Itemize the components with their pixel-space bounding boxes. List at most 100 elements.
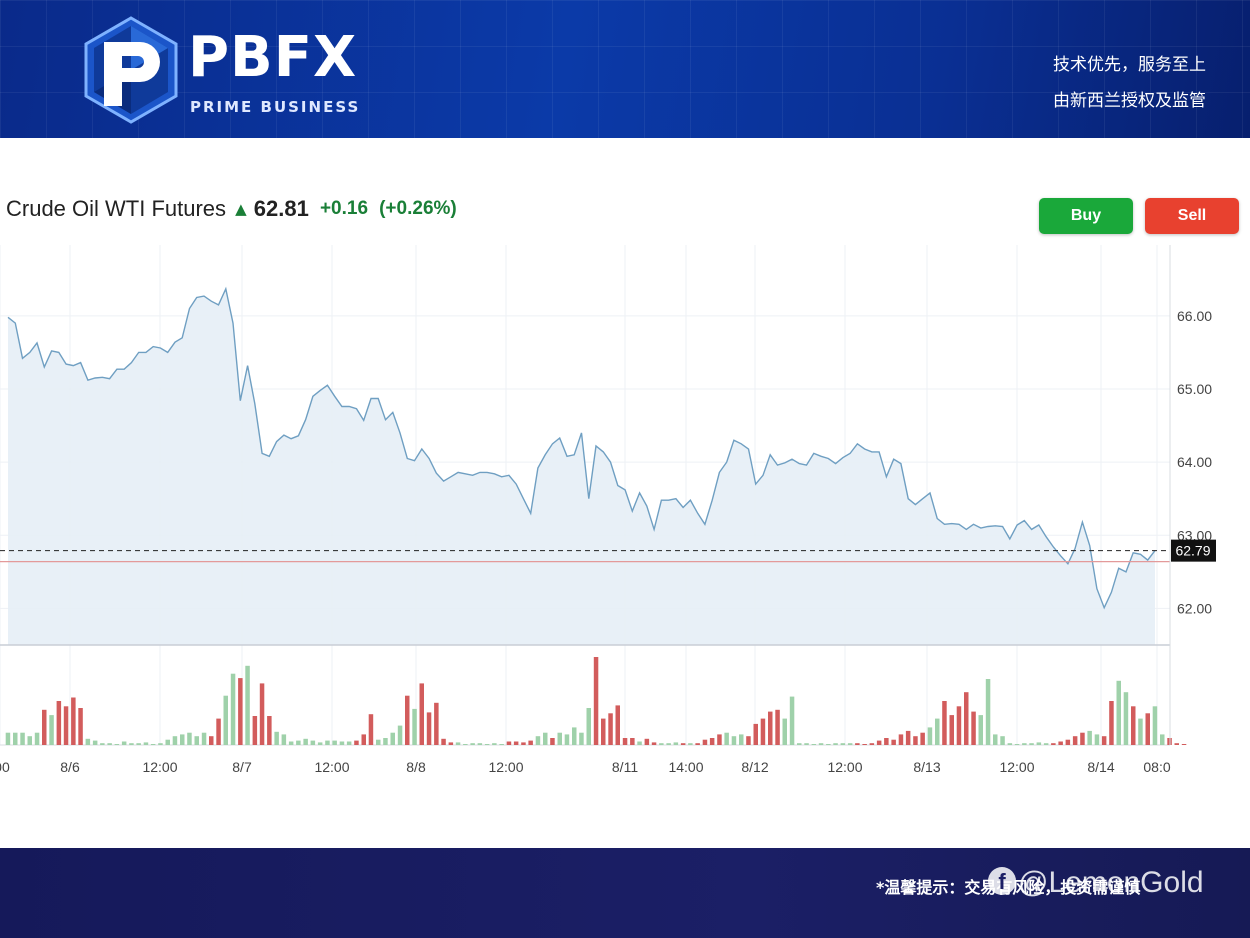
x-tick-label: 12:00	[314, 759, 349, 775]
volume-bar	[913, 736, 918, 745]
volume-bar	[1094, 734, 1100, 745]
volume-bar	[230, 673, 236, 745]
watermark: f @LemonGold	[988, 866, 1204, 900]
volume-bar	[397, 725, 403, 745]
volume-bar	[383, 738, 388, 745]
volume-bar	[209, 736, 214, 745]
x-tick-label: 14:00	[668, 759, 703, 775]
pbfx-logo-icon	[84, 16, 178, 124]
volume-bar	[949, 715, 954, 745]
volume-bar	[288, 741, 294, 745]
volume-bar	[702, 739, 708, 745]
current-price-tag-label: 62.79	[1175, 543, 1210, 559]
volume-bar	[42, 709, 47, 745]
volume-bar	[165, 739, 170, 745]
volume-bar	[789, 696, 795, 745]
x-tick-label: 8/12	[741, 759, 768, 775]
volume-bar	[1007, 743, 1013, 745]
volume-bar	[1123, 692, 1129, 745]
volume-bar	[615, 705, 620, 745]
volume-bar	[557, 732, 562, 745]
volume-bar	[361, 734, 366, 745]
slogan-line-2: 由新西兰授权及监管	[1053, 91, 1206, 111]
price-chart[interactable]: 62.00 63.00 64.00 65.00 66.00 :00 8/6 12:00 8/7…	[0, 245, 1250, 785]
y-tick-label: 64.00	[1177, 454, 1212, 470]
volume-bar	[513, 741, 519, 745]
volume-bar	[339, 741, 345, 745]
volume-bar	[238, 678, 243, 745]
volume-bar	[862, 744, 867, 745]
volume-bar	[187, 732, 192, 745]
volume-bar	[223, 695, 228, 745]
volume-bar	[1174, 743, 1179, 745]
volume-bar	[390, 732, 395, 745]
volume-bar	[346, 741, 352, 745]
volume-bar	[935, 718, 940, 745]
current-price-tag: 62.79	[1171, 539, 1216, 562]
buy-button[interactable]: Buy	[1039, 198, 1133, 234]
volume-bar	[1051, 743, 1056, 745]
volume-bar	[354, 740, 359, 745]
volume-bar	[637, 741, 642, 745]
volume-bar	[847, 743, 853, 745]
volume-bar	[49, 715, 54, 745]
volume-bar	[985, 679, 991, 745]
x-tick-label: 12:00	[488, 759, 523, 775]
volume-bar	[78, 708, 83, 745]
volume-bar	[644, 738, 650, 745]
volume-bar	[797, 743, 802, 745]
volume-bars	[5, 657, 1187, 745]
volume-bar	[659, 743, 664, 745]
volume-bar	[601, 718, 606, 745]
volume-bar	[1181, 744, 1187, 745]
volume-bar	[695, 743, 700, 745]
volume-bar	[942, 701, 947, 745]
volume-bar	[92, 740, 98, 745]
volume-bar	[876, 740, 882, 745]
x-tick-label: 8/8	[406, 759, 426, 775]
volume-bar	[172, 736, 178, 745]
volume-bar	[259, 683, 265, 745]
volume-bar	[34, 732, 40, 745]
volume-bar	[731, 736, 737, 745]
quote-bar: Crude Oil WTI Futures ▲ 62.81 +0.16 (+0.…	[6, 196, 457, 226]
time-axis: :00 8/6 12:00 8/7 12:00 8/8 12:00 8/11 14:00 8/12…	[0, 759, 1171, 775]
volume-bar	[1022, 743, 1027, 745]
volume-bar	[1116, 680, 1121, 745]
volume-bar	[724, 732, 729, 745]
x-tick-label: 12:00	[999, 759, 1034, 775]
volume-bar	[492, 743, 497, 745]
brand-header: PBFX PRIME BUSINESS 技术优先，服务至上 由新西兰授权及监管	[0, 0, 1250, 138]
volume-bar	[1029, 743, 1034, 745]
volume-bar	[1000, 736, 1005, 745]
sell-button[interactable]: Sell	[1145, 198, 1239, 234]
up-arrow-icon: ▲	[235, 200, 247, 218]
volume-bar	[201, 732, 207, 745]
volume-bar	[818, 743, 824, 745]
volume-bar	[412, 708, 417, 745]
price-change-percent: (+0.26%)	[379, 198, 457, 219]
instrument-name: Crude Oil WTI Futures	[6, 196, 227, 221]
volume-bar	[1160, 734, 1165, 745]
volume-bar	[274, 731, 279, 745]
footer-banner: *温馨提示：交易有风险，投资需谨慎 f@LemonGold	[0, 848, 1250, 938]
volume-bar	[434, 702, 439, 745]
volume-bar	[927, 727, 933, 745]
volume-bar	[826, 744, 831, 745]
volume-bar	[804, 743, 809, 745]
volume-bar	[1065, 739, 1071, 745]
volume-bar	[71, 697, 76, 745]
volume-bar	[114, 744, 120, 745]
volume-bar	[586, 708, 591, 745]
volume-bar	[325, 740, 330, 745]
volume-bar	[1138, 718, 1143, 745]
volume-bar	[13, 732, 18, 745]
volume-bar	[564, 734, 570, 745]
volume-bar	[477, 743, 483, 745]
volume-bar	[535, 736, 541, 745]
volume-bar	[840, 743, 846, 745]
volume-bar	[956, 706, 962, 745]
volume-bar	[267, 716, 272, 745]
volume-bar	[651, 742, 657, 745]
x-tick-label: 12:00	[142, 759, 177, 775]
